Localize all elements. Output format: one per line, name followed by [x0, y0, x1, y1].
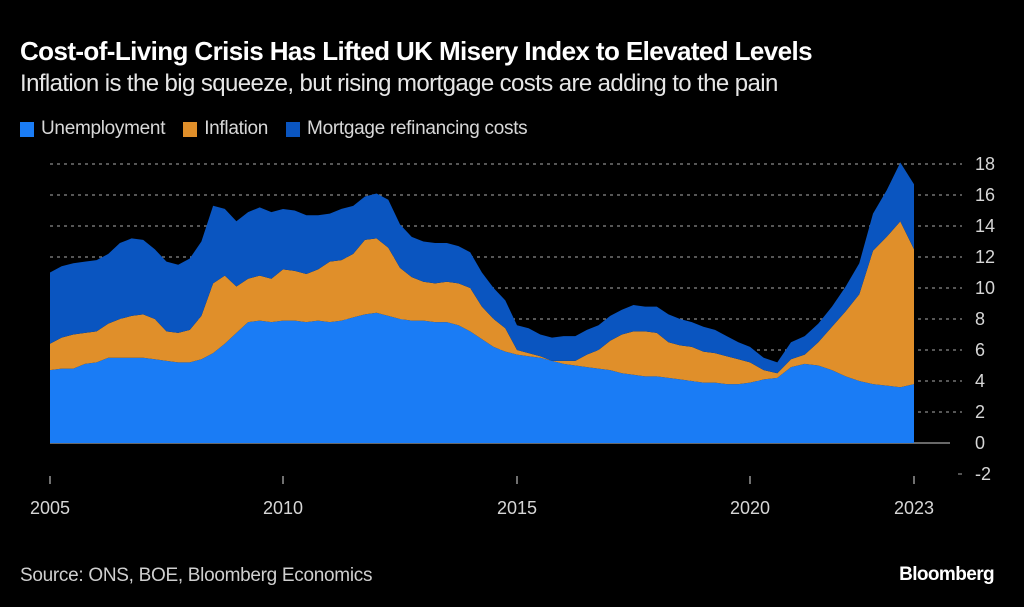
y-tick-label: 16: [975, 185, 995, 205]
legend-item-inflation: Inflation: [183, 118, 268, 140]
y-tick-label: -2: [975, 464, 991, 484]
legend-label: Inflation: [204, 118, 269, 139]
x-tick-label: 2015: [497, 498, 537, 518]
x-axis: 2005 2010 2015 2020 2023: [30, 476, 934, 518]
legend-item-unemployment: Unemployment: [20, 118, 165, 140]
bloomberg-logo: Bloomberg: [899, 564, 994, 585]
y-tick-label: 2: [975, 402, 985, 422]
legend-swatch-unemployment: [20, 121, 34, 137]
legend-item-mortgage: Mortgage refinancing costs: [286, 118, 528, 140]
x-tick-label: 2023: [894, 498, 934, 518]
legend: Unemployment Inflation Mortgage refinanc…: [20, 118, 545, 140]
source-note: Source: ONS, BOE, Bloomberg Economics: [20, 565, 373, 586]
area-mortgage: [50, 162, 914, 374]
legend-swatch-mortgage: [286, 121, 301, 137]
legend-label: Mortgage refinancing costs: [307, 118, 528, 139]
area-unemployment: [50, 312, 914, 443]
chart-subtitle: Inflation is the big squeeze, but rising…: [20, 70, 778, 97]
x-tick-label: 2010: [263, 498, 303, 518]
chart-title: Cost-of-Living Crisis Has Lifted UK Mise…: [20, 36, 813, 66]
y-tick-label: 8: [975, 309, 985, 329]
y-tick-label: 14: [975, 216, 995, 236]
y-tick-label: 10: [975, 278, 995, 298]
stacked-areas: [50, 162, 914, 443]
y-tick-label: 18: [975, 154, 995, 174]
y-axis: 18 16 14 12 10 8 6 4 2 0 -2: [975, 154, 995, 484]
y-tick-label: 0: [975, 433, 985, 453]
x-tick-label: 2005: [30, 498, 70, 518]
legend-swatch-inflation: [183, 121, 198, 137]
legend-label: Unemployment: [41, 118, 166, 139]
y-tick-label: 4: [975, 371, 985, 391]
y-tick-label: 6: [975, 340, 985, 360]
area-inflation: [50, 221, 914, 388]
x-tick-label: 2020: [730, 498, 770, 518]
y-tick-label: 12: [975, 247, 995, 267]
